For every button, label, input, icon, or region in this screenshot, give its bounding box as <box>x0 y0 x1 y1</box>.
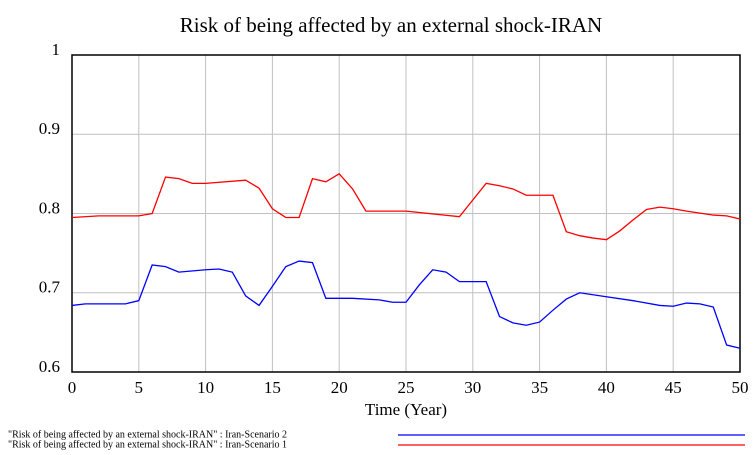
x-tick-label: 25 <box>398 378 415 397</box>
plot-frame <box>71 54 741 373</box>
y-tick-label: 0.6 <box>39 357 60 376</box>
x-tick-label: 30 <box>464 378 481 397</box>
legend-label: "Risk of being affected by an external s… <box>8 429 287 440</box>
chart-title: Risk of being affected by an external sh… <box>180 13 602 37</box>
y-tick-label: 1 <box>52 40 61 59</box>
x-tick-label: 35 <box>531 378 548 397</box>
x-axis-label: Time (Year) <box>365 400 447 419</box>
x-tick-label: 10 <box>197 378 214 397</box>
x-tick-label: 5 <box>135 378 144 397</box>
x-tick-label: 15 <box>264 378 281 397</box>
series-line <box>71 173 741 241</box>
x-tick-label: 0 <box>68 378 77 397</box>
legend-label: "Risk of being affected by an external s… <box>8 439 287 450</box>
x-tick-label: 40 <box>598 378 615 397</box>
y-tick-label: 0.9 <box>39 119 60 138</box>
y-tick-label: 0.8 <box>39 198 60 217</box>
series-line <box>71 260 741 349</box>
x-tick-label: 45 <box>665 378 682 397</box>
y-tick-label: 0.7 <box>39 278 61 297</box>
x-tick-label: 50 <box>732 378 749 397</box>
x-tick-label: 20 <box>331 378 348 397</box>
